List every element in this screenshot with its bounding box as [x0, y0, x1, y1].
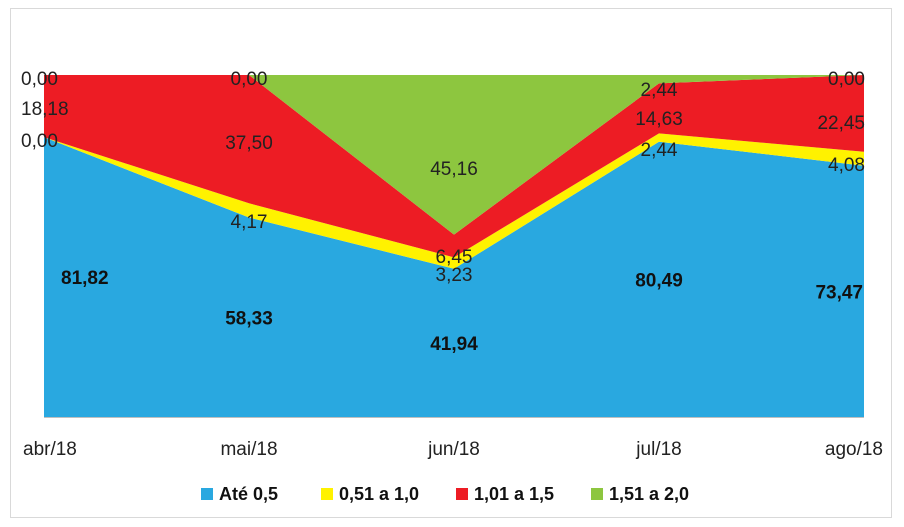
data-label-ate-0-5: 58,33 [225, 308, 273, 329]
data-label-ate-0-5: 73,47 [815, 282, 863, 303]
data-label-1-51-a-2-0: 0,00 [21, 69, 58, 90]
x-tick-label: abr/18 [23, 439, 77, 460]
legend-label: Até 0,5 [219, 484, 278, 504]
legend-item-1-01-a-1-5: 1,01 a 1,5 [456, 484, 554, 504]
data-label-ate-0-5: 81,82 [61, 268, 109, 289]
area-ate-0-5 [44, 137, 864, 417]
area-0-51-a-1-0 [44, 133, 864, 269]
x-tick-label: jul/18 [635, 439, 681, 460]
data-label-1-01-a-1-5: 6,45 [436, 247, 473, 268]
data-label-0-51-a-1-0: 3,23 [436, 265, 473, 286]
data-label-1-51-a-2-0: 45,16 [430, 159, 478, 180]
data-label-0-51-a-1-0: 2,44 [641, 140, 678, 161]
area-layers [44, 75, 864, 417]
legend-label: 1,51 a 2,0 [609, 484, 689, 504]
data-label-1-51-a-2-0: 2,44 [641, 80, 678, 101]
data-label-1-01-a-1-5: 14,63 [635, 109, 683, 130]
x-tick-labels: abr/18 mai/18 jun/18 jul/18 ago/18 [23, 439, 883, 460]
area-1-01-a-1-5 [44, 75, 864, 258]
x-tick-label: jun/18 [427, 439, 480, 460]
legend-item-0-51-a-1-0: 0,51 a 1,0 [321, 484, 419, 504]
data-label-0-51-a-1-0: 4,08 [828, 155, 865, 176]
legend: Até 0,5 0,51 a 1,0 1,01 a 1,5 1,51 a 2,0 [201, 484, 689, 504]
data-label-0-51-a-1-0: 0,00 [21, 131, 58, 152]
legend-swatch [201, 488, 213, 500]
data-label-1-51-a-2-0: 0,00 [828, 69, 865, 90]
x-tick-label: mai/18 [220, 439, 277, 460]
data-labels: 81,82 58,33 41,94 80,49 73,47 0,00 4,17 3,23 2,4… [21, 69, 865, 355]
legend-label: 1,01 a 1,5 [474, 484, 554, 504]
chart-frame: abr/18 mai/18 jun/18 jul/18 ago/18 81,82 58,3… [10, 8, 892, 518]
legend-swatch [591, 488, 603, 500]
legend-item-1-51-a-2-0: 1,51 a 2,0 [591, 484, 689, 504]
data-label-ate-0-5: 80,49 [635, 270, 683, 291]
data-label-1-01-a-1-5: 37,50 [225, 133, 273, 154]
data-label-0-51-a-1-0: 4,17 [231, 212, 268, 233]
x-tick-label: ago/18 [825, 439, 883, 460]
legend-label: 0,51 a 1,0 [339, 484, 419, 504]
data-label-1-01-a-1-5: 22,45 [817, 113, 865, 134]
legend-item-ate-0-5: Até 0,5 [201, 484, 278, 504]
legend-swatch [321, 488, 333, 500]
stacked-area-chart: abr/18 mai/18 jun/18 jul/18 ago/18 81,82 58,3… [21, 69, 883, 504]
data-label-1-51-a-2-0: 0,00 [231, 69, 268, 90]
data-label-1-01-a-1-5: 18,18 [21, 99, 69, 120]
area-1-51-a-2-0 [44, 75, 864, 235]
legend-swatch [456, 488, 468, 500]
data-label-ate-0-5: 41,94 [430, 334, 478, 355]
